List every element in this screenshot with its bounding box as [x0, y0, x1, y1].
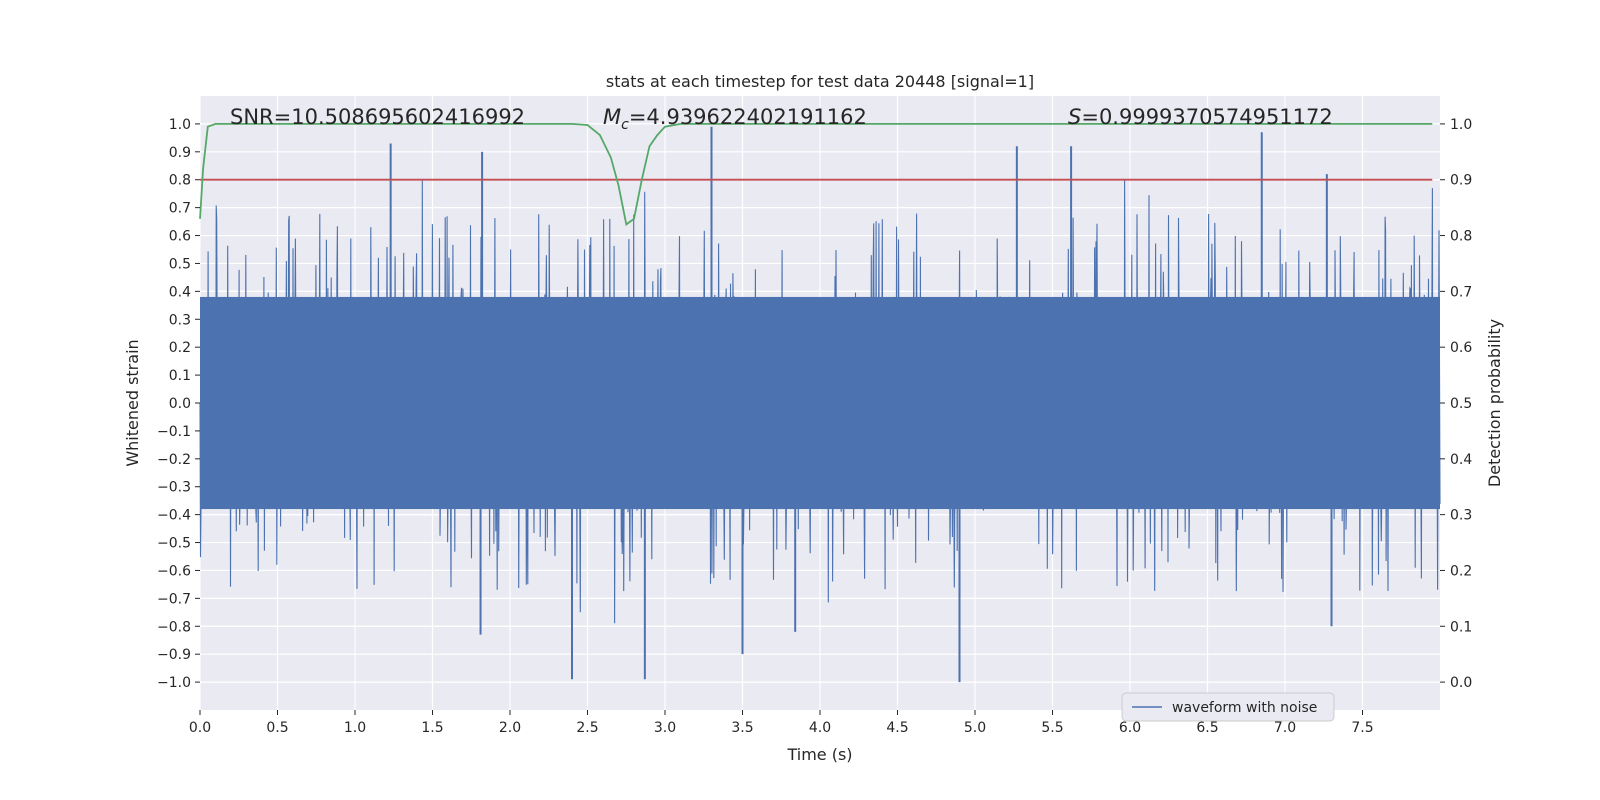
chirp-mass-annotation: Mc=4.939622402191162 — [603, 105, 867, 133]
x-tick-label: 0.0 — [189, 720, 211, 736]
y-tick-label: 0.1 — [169, 368, 191, 384]
x-tick-label: 5.5 — [1041, 720, 1063, 736]
chirp-mass-symbol: M — [603, 105, 621, 129]
x-axis-label: Time (s) — [786, 745, 852, 764]
x-tick-label: 2.5 — [576, 720, 598, 736]
probability-series — [199, 123, 1433, 226]
y2-axis-ticks: 1.0 0.9 0.8 0.7 0.6 0.5 0.4 0.3 0.2 0.1 0.0 — [1440, 117, 1472, 691]
x-tick-label: 2.0 — [499, 720, 521, 736]
x-tick-label: 6.0 — [1119, 720, 1141, 736]
x-tick-label: 4.0 — [809, 720, 831, 736]
legend: waveform with noise — [1121, 692, 1335, 722]
y-tick-label: 0.8 — [169, 173, 191, 189]
y-tick-label: −0.2 — [157, 452, 191, 468]
probability-line — [199, 123, 1433, 226]
y-tick-label: −0.1 — [157, 424, 191, 440]
score-value: =0.9999370574951172 — [1081, 105, 1332, 129]
y-tick-label: −0.7 — [157, 591, 191, 607]
y-axis-label: Whitened strain — [123, 339, 142, 466]
x-tick-label: 6.5 — [1196, 720, 1218, 736]
y2-tick-label: 0.6 — [1450, 340, 1472, 356]
y2-tick-label: 0.8 — [1450, 229, 1472, 245]
y-tick-label: −0.8 — [157, 619, 191, 635]
y-tick-label: 0.6 — [169, 229, 191, 245]
x-tick-label: 4.5 — [886, 720, 908, 736]
x-tick-label: 7.5 — [1351, 720, 1373, 736]
y-tick-label: 0.0 — [169, 396, 191, 412]
y2-axis-label: Detection probability — [1485, 319, 1504, 487]
legend-label: waveform with noise — [1172, 700, 1317, 716]
y2-tick-label: 0.5 — [1450, 396, 1472, 412]
y-tick-label: 1.0 — [169, 117, 191, 133]
y2-tick-label: 0.1 — [1450, 619, 1472, 635]
score-symbol: S — [1068, 105, 1081, 129]
x-tick-label: 5.0 — [964, 720, 986, 736]
x-tick-label: 7.0 — [1274, 720, 1296, 736]
y2-tick-label: 1.0 — [1450, 117, 1472, 133]
y-tick-label: −0.5 — [157, 536, 191, 552]
score-annotation: S=0.9999370574951172 — [1068, 105, 1333, 129]
waveform-series — [199, 126, 1441, 683]
y-tick-label: 0.9 — [169, 145, 191, 161]
y-tick-label: 0.3 — [169, 312, 191, 328]
y-tick-label: −0.4 — [157, 508, 191, 524]
y-tick-label: −1.0 — [157, 675, 191, 691]
x-tick-label: 3.5 — [731, 720, 753, 736]
y-tick-label: −0.6 — [157, 563, 191, 579]
x-tick-label: 1.0 — [344, 720, 366, 736]
y-tick-label: −0.9 — [157, 647, 191, 663]
y2-tick-label: 0.2 — [1450, 563, 1472, 579]
y-tick-label: 0.7 — [169, 201, 191, 217]
legend-box — [1121, 692, 1335, 722]
snr-annotation: SNR=10.508695602416992 — [230, 105, 525, 129]
y-tick-label: −0.3 — [157, 480, 191, 496]
y2-tick-label: 0.9 — [1450, 173, 1472, 189]
x-tick-label: 3.0 — [654, 720, 676, 736]
chart-title: stats at each timestep for test data 204… — [606, 72, 1034, 91]
x-tick-label: 1.5 — [421, 720, 443, 736]
y-tick-label: 0.2 — [169, 340, 191, 356]
waveform-dense-band — [200, 296, 1440, 510]
y-axis-ticks: 1.0 0.9 0.8 0.7 0.6 0.5 0.4 0.3 0.2 0.1 0.0 −0.1 −0.… — [157, 117, 200, 691]
y-tick-label: 0.4 — [169, 284, 191, 300]
y2-tick-label: 0.0 — [1450, 675, 1472, 691]
y2-tick-label: 0.7 — [1450, 284, 1472, 300]
y2-tick-label: 0.4 — [1450, 452, 1472, 468]
x-axis-ticks: 0.0 0.5 1.0 1.5 2.0 2.5 3.0 3.5 4.0 4.5 5.0 5.5 6.0 6… — [189, 710, 1374, 736]
chirp-mass-value: =4.939622402191162 — [629, 105, 867, 129]
y-tick-label: 0.5 — [169, 256, 191, 272]
x-tick-label: 0.5 — [266, 720, 288, 736]
chirp-mass-subscript: c — [621, 117, 629, 133]
y2-tick-label: 0.3 — [1450, 508, 1472, 524]
